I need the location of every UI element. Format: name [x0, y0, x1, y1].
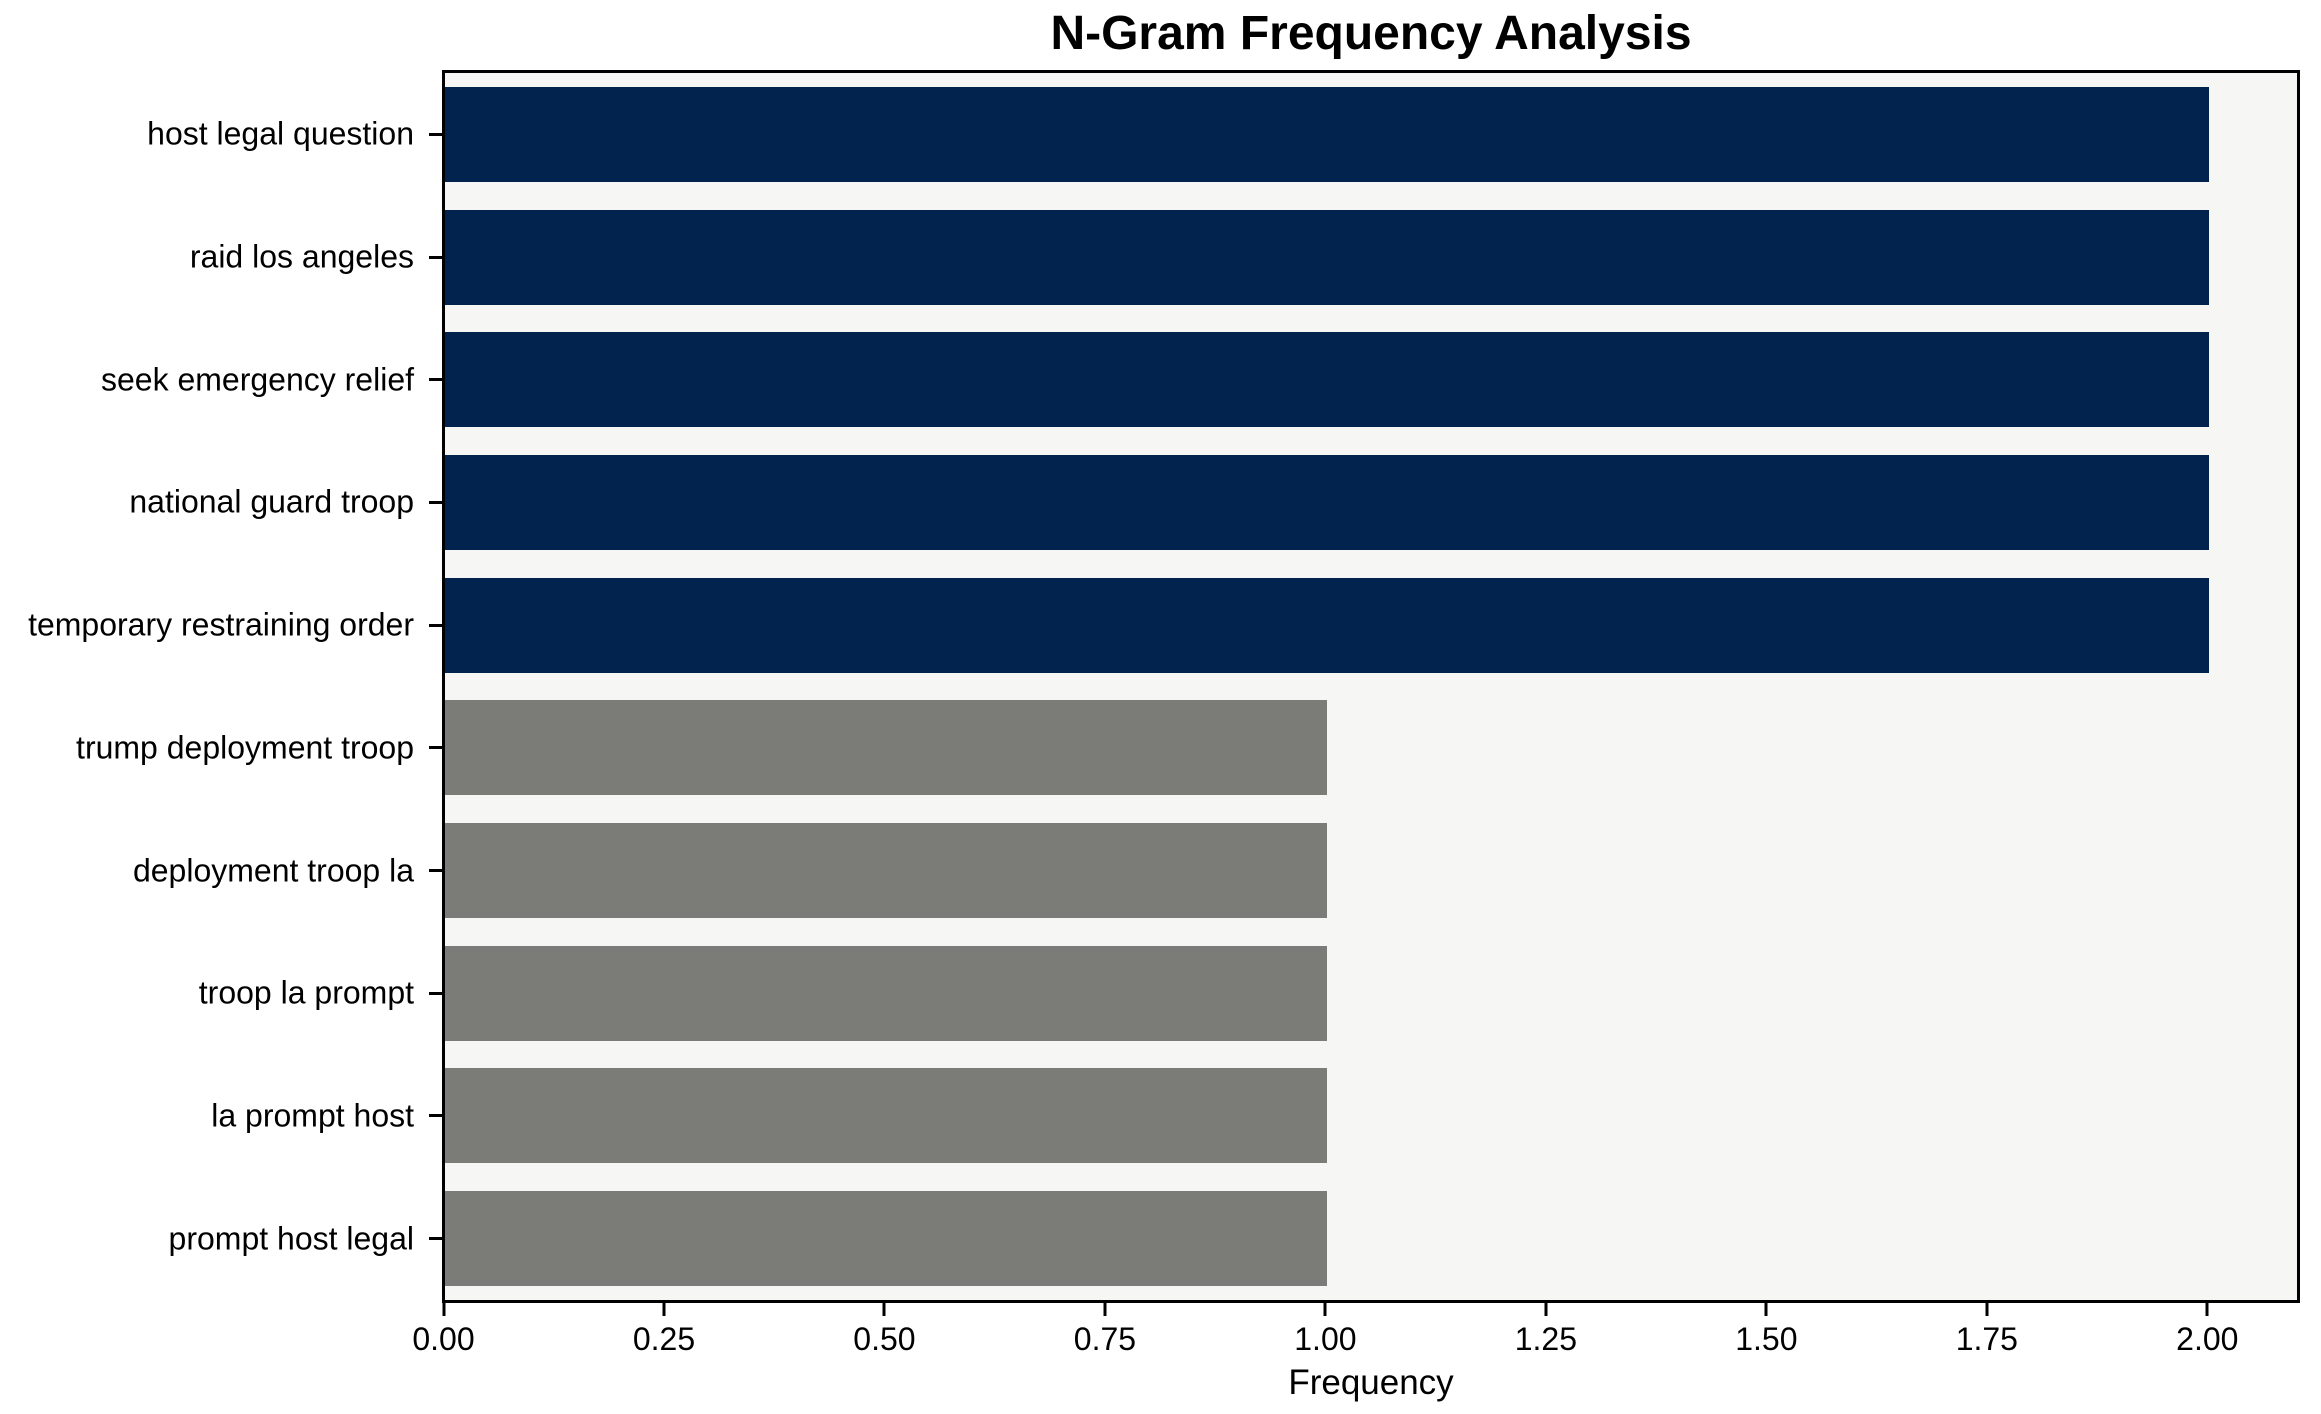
y-tick-mark [429, 746, 442, 750]
y-tick-label: host legal question [147, 115, 414, 152]
x-tick-label: 1.25 [1514, 1321, 1578, 1357]
x-tick-mark [882, 1303, 886, 1316]
y-tick-label: seek emergency relief [100, 361, 414, 398]
bar [445, 86, 2209, 182]
x-tick-label: 0.00 [412, 1321, 475, 1357]
x-tick-label: 1.00 [1294, 1321, 1357, 1357]
x-tick-mark [1544, 1303, 1548, 1316]
y-tick-label: la prompt host [211, 1097, 414, 1134]
x-tick-mark [1764, 1303, 1768, 1316]
y-tick-mark [429, 991, 442, 995]
bar [445, 332, 2209, 428]
bar [445, 823, 1327, 919]
y-tick-mark [429, 132, 442, 136]
bar [445, 577, 2209, 673]
x-tick-mark [442, 1303, 445, 1316]
x-tick-label: 1.50 [1735, 1321, 1798, 1357]
x-tick-mark [1985, 1303, 1989, 1316]
x-tick-label: 0.25 [632, 1321, 696, 1357]
y-tick-label: prompt host legal [168, 1220, 414, 1257]
bar [445, 1191, 1327, 1287]
bar [445, 1068, 1327, 1164]
plot-area [442, 70, 2300, 1303]
y-tick-label: raid los angeles [189, 238, 414, 275]
bar [445, 454, 2209, 550]
y-tick-mark [429, 255, 442, 259]
y-tick-label: deployment troop la [132, 852, 414, 889]
y-tick-mark [429, 869, 442, 873]
chart-title: N-Gram Frequency Analysis [1050, 7, 1692, 60]
x-tick-label: 0.50 [853, 1321, 916, 1357]
x-tick-mark [662, 1303, 666, 1316]
x-tick-label: 1.75 [1955, 1321, 2018, 1357]
y-tick-mark [429, 623, 442, 627]
x-tick-mark [1103, 1303, 1107, 1316]
y-tick-mark [429, 378, 442, 382]
y-tick-label: temporary restraining order [28, 606, 414, 643]
x-tick-label: 2.00 [2176, 1321, 2239, 1357]
y-tick-mark [429, 1114, 442, 1118]
bar [445, 209, 2209, 305]
bar [445, 700, 1327, 796]
y-tick-label: national guard troop [129, 483, 414, 520]
bar [445, 945, 1327, 1041]
x-axis-label: Frequency [1288, 1363, 1454, 1402]
y-tick-label: troop la prompt [198, 974, 414, 1011]
y-tick-mark [429, 500, 442, 504]
x-tick-mark [1323, 1303, 1327, 1316]
x-tick-label: 0.75 [1073, 1321, 1137, 1357]
x-tick-mark [2205, 1303, 2209, 1316]
y-tick-mark [429, 1237, 442, 1241]
y-tick-label: trump deployment troop [76, 729, 414, 766]
